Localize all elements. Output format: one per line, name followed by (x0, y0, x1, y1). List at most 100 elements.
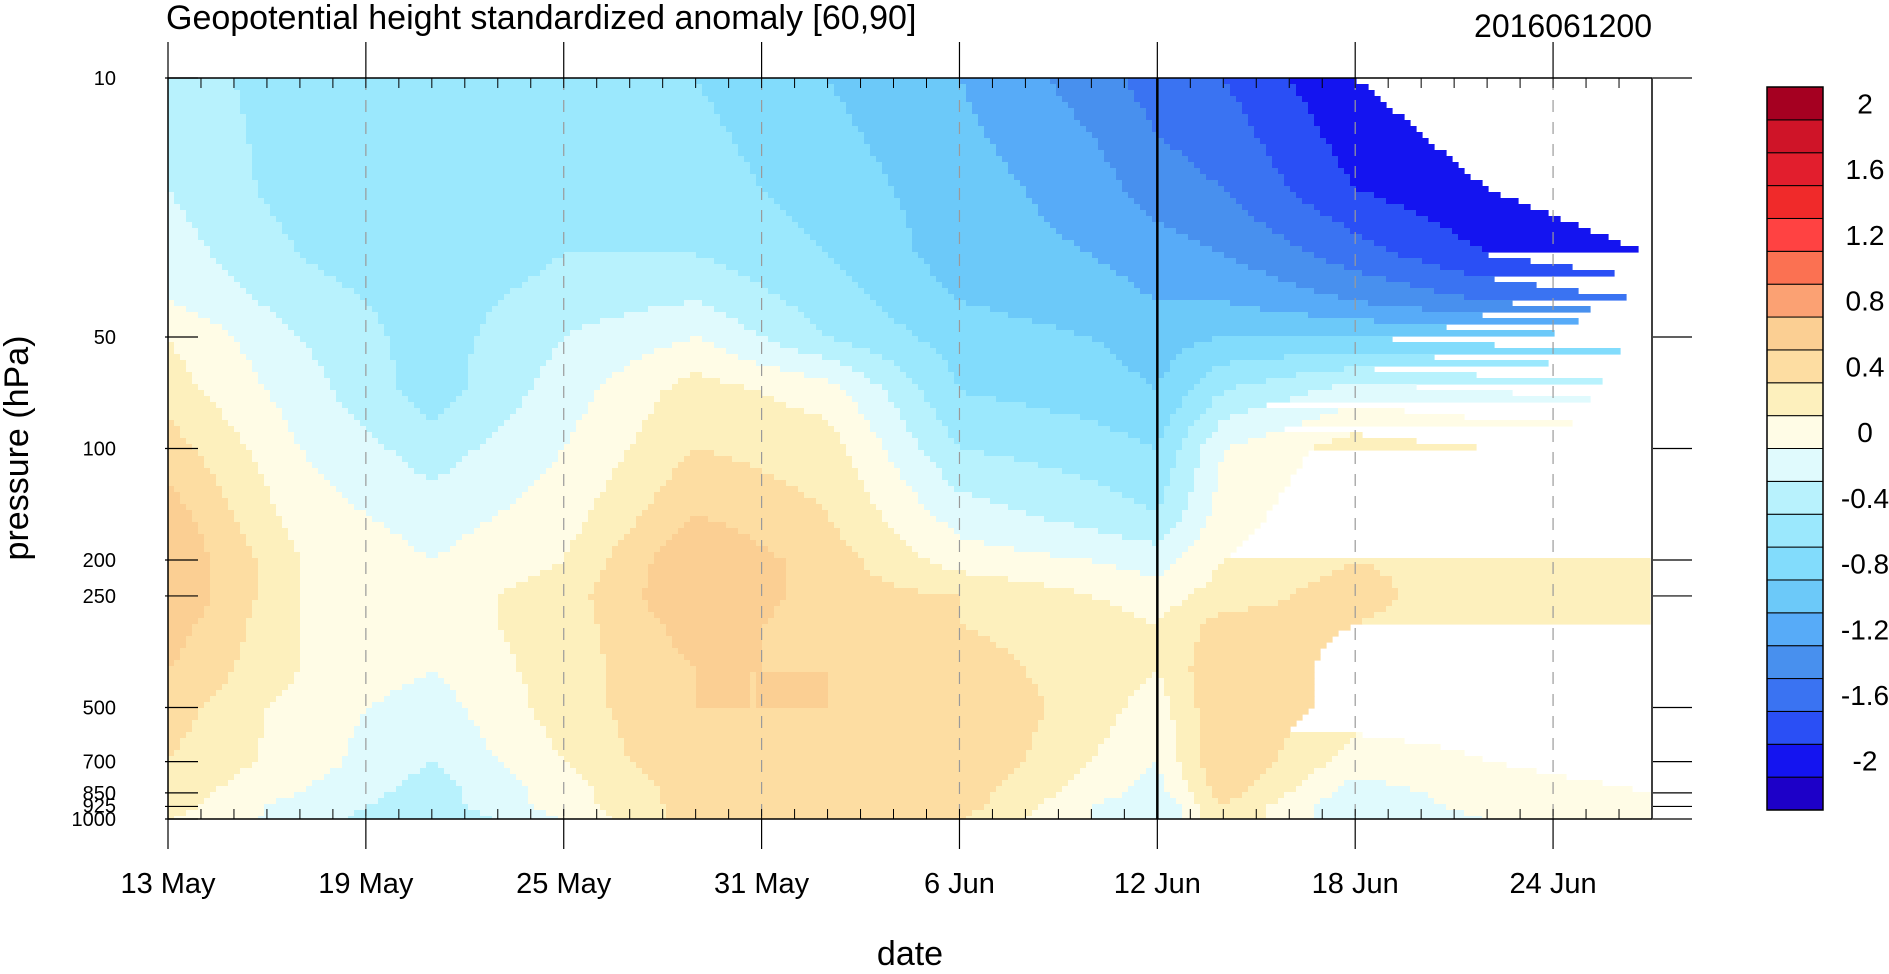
contour-cell (546, 732, 619, 739)
contour-cell (1314, 816, 1483, 819)
contour-cell (252, 552, 301, 559)
contour-cell (210, 600, 253, 607)
contour-cell (168, 366, 187, 373)
contour-cell (888, 390, 925, 397)
contour-cell (306, 258, 553, 265)
contour-cell (1320, 126, 1417, 133)
contour-cell (852, 462, 895, 469)
contour-cell (912, 246, 1081, 253)
contour-cell (168, 222, 193, 229)
contour-cell (372, 516, 493, 523)
contour-cell (1128, 786, 1165, 793)
contour-cell (180, 498, 229, 505)
contour-cell (1296, 90, 1375, 97)
contour-cell (486, 438, 571, 445)
colorbar-swatch (1766, 480, 1824, 515)
contour-cell (1170, 702, 1195, 709)
contour-cell (864, 132, 985, 139)
contour-cell (1158, 384, 1195, 391)
contour-cell (1044, 696, 1129, 703)
contour-cell (1194, 648, 1321, 655)
contour-cell (330, 480, 535, 487)
contour-cell (1176, 798, 1195, 805)
contour-cell (1164, 426, 1189, 433)
contour-cell (606, 378, 679, 385)
contour-cell (750, 276, 853, 283)
contour-cell (168, 558, 211, 565)
contour-cell (168, 642, 187, 649)
contour-cell (966, 816, 1027, 819)
contour-cell (726, 126, 859, 133)
contour-cell (822, 246, 913, 253)
contour-cell (762, 186, 895, 193)
contour-cell (468, 372, 541, 379)
contour-cell (870, 570, 967, 577)
contour-cell (798, 222, 907, 229)
contour-cell (1116, 564, 1171, 571)
contour-cell (648, 570, 787, 577)
contour-cell (246, 138, 733, 145)
contour-cell (684, 522, 727, 529)
contour-cell (1206, 774, 1261, 781)
contour-cell (222, 408, 283, 415)
contour-cell (756, 702, 829, 709)
contour-cell (324, 270, 541, 277)
contour-cell (450, 468, 547, 475)
contour-cell (756, 684, 829, 691)
contour-cell (996, 396, 1183, 403)
contour-cell (1092, 810, 1183, 817)
contour-cell (480, 444, 565, 451)
chart-title: Geopotential height standardized anomaly… (166, 0, 916, 37)
contour-cell (870, 420, 907, 427)
contour-cell (168, 624, 193, 631)
contour-cell (252, 144, 739, 151)
contour-cell (192, 720, 265, 727)
contour-cell (168, 786, 217, 793)
contour-cell (1128, 702, 1171, 709)
contour-cell (852, 366, 901, 373)
contour-cell (462, 702, 529, 709)
contour-cell (204, 456, 253, 463)
contour-cell (180, 738, 259, 745)
contour-cell (168, 444, 193, 451)
contour-cell (234, 660, 301, 667)
contour-cell (720, 114, 853, 121)
contour-cell (258, 588, 301, 595)
contour-cell (408, 462, 457, 469)
contour-cell (1194, 678, 1315, 685)
contour-cell (570, 438, 637, 445)
contour-cell (582, 774, 649, 781)
contour-cell (888, 312, 1009, 319)
contour-cell (474, 348, 553, 355)
contour-cell (756, 696, 829, 703)
contour-cell (168, 714, 199, 721)
contour-cell (1092, 558, 1177, 565)
contour-cell (1434, 798, 1651, 805)
contour-cell (540, 372, 613, 379)
contour-cell (1290, 594, 1399, 601)
contour-cell (516, 774, 583, 781)
contour-cell (924, 504, 1009, 511)
contour-cell (258, 462, 313, 469)
contour-cell (258, 744, 349, 751)
contour-cell (228, 672, 295, 679)
contour-cell (870, 294, 955, 301)
contour-cell (732, 132, 865, 139)
colorbar-swatch (1766, 316, 1824, 351)
contour-cell (168, 390, 205, 397)
contour-cell (762, 468, 859, 475)
contour-cell (624, 534, 673, 541)
contour-cell (1008, 162, 1111, 169)
contour-cell (1194, 642, 1327, 649)
contour-cell (1176, 354, 1285, 361)
contour-cell (330, 768, 421, 775)
contour-cell (1320, 576, 1393, 583)
contour-cell (1044, 216, 1153, 223)
contour-cell (252, 156, 745, 163)
contour-cell (1464, 294, 1627, 301)
contour-cell (762, 648, 1009, 655)
contour-cell (168, 336, 235, 343)
contour-cell (180, 354, 247, 361)
contour-cell (234, 276, 337, 283)
